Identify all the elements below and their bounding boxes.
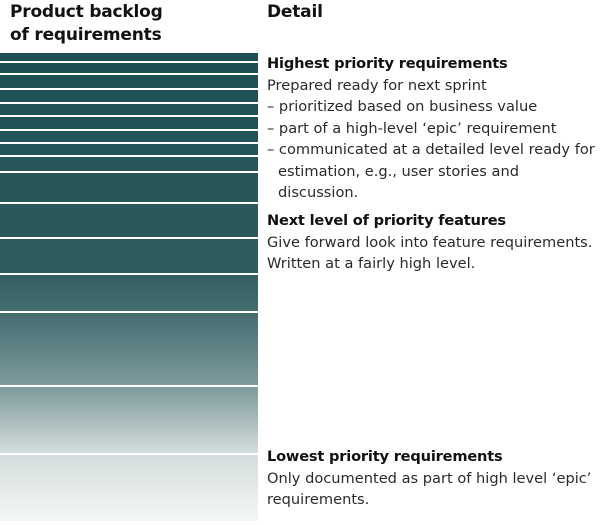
- section-highest-bullet-1: – prioritized based on business value: [267, 98, 538, 115]
- section-next-title: Next level of priority features: [267, 212, 506, 229]
- backlog-band-next: [0, 173, 258, 202]
- backlog-band-highest: [0, 63, 258, 73]
- section-lowest-title: Lowest priority requirements: [267, 448, 503, 465]
- backlog-band-highest: [0, 144, 258, 155]
- backlog-band-highest: [0, 75, 258, 88]
- section-highest-bullet-2: – part of a high-level ‘epic’ requiremen…: [267, 119, 557, 137]
- section-next-line-2: Written at a fairly high level.: [267, 255, 476, 272]
- backlog-band-highest: [0, 117, 258, 129]
- section-highest-bullet-3: – communicated at a detailed level ready…: [267, 141, 595, 201]
- section-highest-intro: Prepared ready for next sprint: [267, 76, 487, 94]
- backlog-band-highest: [0, 131, 258, 142]
- section-highest-title: Highest priority requirements: [267, 55, 508, 72]
- backlog-band-lowest: [0, 313, 258, 385]
- backlog-stack: [0, 0, 258, 525]
- backlog-band-lowest: [0, 387, 258, 453]
- backlog-band-next: [0, 239, 258, 273]
- backlog-band-lowest: [0, 455, 258, 521]
- section-lowest-line-1: Only documented as part of high level ‘e…: [267, 469, 592, 487]
- backlog-heading-line-1: Product backlog: [10, 2, 163, 22]
- backlog-band-next: [0, 275, 258, 311]
- section-next-line-1: Give forward look into feature requireme…: [267, 233, 593, 251]
- backlog-heading-line-2: of requirements: [10, 25, 162, 45]
- detail-column-heading: Detail: [267, 2, 323, 22]
- backlog-band-highest: [0, 157, 258, 171]
- backlog-band-highest: [0, 53, 258, 61]
- backlog-band-highest: [0, 90, 258, 102]
- section-highest-priority: Highest priority requirements Prepared r…: [267, 53, 600, 204]
- backlog-band-highest: [0, 104, 258, 115]
- backlog-band-next: [0, 204, 258, 237]
- section-lowest-priority: Lowest priority requirements Only docume…: [267, 446, 600, 511]
- section-lowest-line-2: requirements.: [267, 491, 370, 508]
- backlog-column-heading: Product backlog of requirements: [10, 1, 250, 47]
- section-next-priority: Next level of priority features Give for…: [267, 210, 600, 275]
